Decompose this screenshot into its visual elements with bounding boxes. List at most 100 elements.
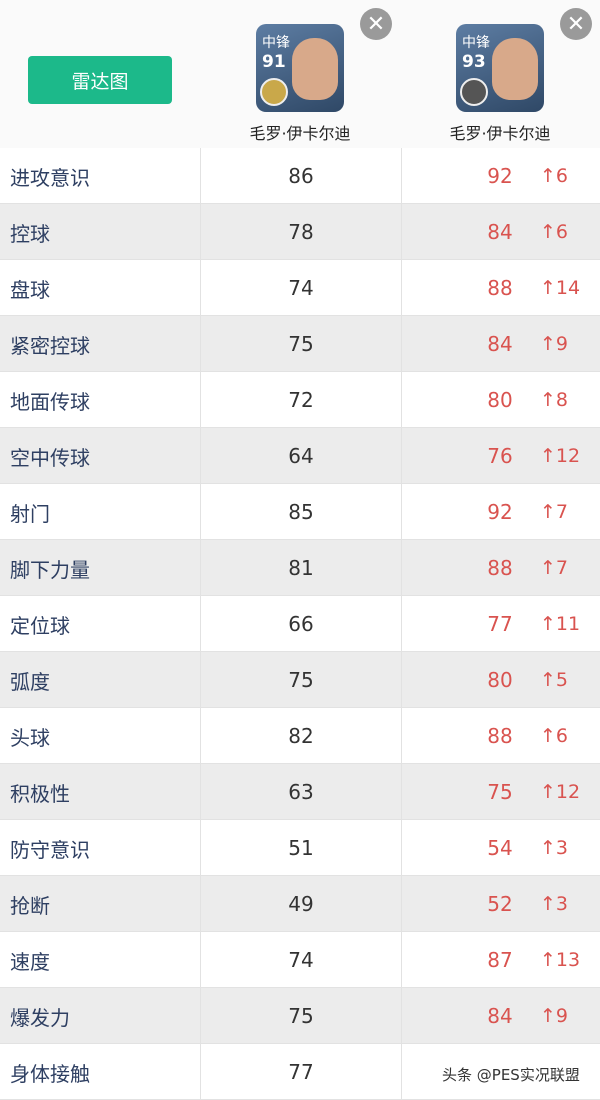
stat-label: 速度 — [10, 949, 50, 974]
stat-value-new: 88 — [487, 276, 513, 300]
player-name: 毛罗·伊卡尔迪 — [449, 124, 551, 143]
stat-value: 78 — [200, 204, 402, 260]
table-row: 积极性 63 75 ↑12 — [0, 764, 600, 820]
position: 中锋 — [262, 35, 290, 51]
watermark: 头条 @PES实况联盟 — [442, 1064, 580, 1085]
stat-value: 66 — [200, 596, 402, 652]
stat-label: 头球 — [10, 725, 50, 750]
stat-diff: ↑6 — [540, 221, 569, 243]
badge — [260, 78, 288, 106]
stat-value: 77 — [200, 1044, 402, 1100]
stat-diff: ↑7 — [540, 557, 569, 579]
stat-diff: ↑11 — [540, 613, 581, 635]
stat-value-new: 84 — [487, 220, 513, 244]
table-row: 脚下力量 81 88 ↑7 — [0, 540, 600, 596]
stat-value-new: 52 — [487, 892, 513, 916]
stat-value: 63 — [200, 764, 402, 820]
stat-value: 82 — [200, 708, 402, 764]
stat-diff: ↑5 — [540, 669, 569, 691]
stat-value-new: 92 — [487, 164, 513, 188]
stat-value-new: 80 — [487, 668, 513, 692]
stat-label: 爆发力 — [10, 1005, 70, 1030]
stat-diff: ↑7 — [540, 501, 569, 523]
stat-label: 控球 — [10, 221, 50, 246]
stat-label: 进攻意识 — [10, 165, 90, 190]
stat-value-new: 75 — [487, 780, 513, 804]
rating: 91 — [262, 52, 286, 72]
stat-diff: ↑3 — [540, 837, 569, 859]
stat-value-new: 88 — [487, 724, 513, 748]
stat-diff: ↑9 — [540, 333, 569, 355]
stat-value-new: 88 — [487, 556, 513, 580]
stat-value-new: 77 — [487, 612, 513, 636]
player-face — [492, 38, 538, 100]
stat-diff: ↑3 — [540, 893, 569, 915]
player-card[interactable]: 中锋 91 — [256, 24, 344, 112]
stat-value: 51 — [200, 820, 402, 876]
stat-label: 空中传球 — [10, 445, 90, 470]
stat-value-new: 84 — [487, 332, 513, 356]
stats-table: 进攻意识 86 92 ↑6 控球 78 84 ↑6 盘球 74 88 ↑14 紧密控球 75 84 ↑9 地面传… — [0, 148, 600, 1100]
table-row: 爆发力 75 84 ↑9 — [0, 988, 600, 1044]
stat-value: 86 — [200, 148, 402, 204]
badge — [460, 78, 488, 106]
stat-value-new: 54 — [487, 836, 513, 860]
table-row: 速度 74 87 ↑13 — [0, 932, 600, 988]
stat-value: 64 — [200, 428, 402, 484]
stat-label: 地面传球 — [10, 389, 90, 414]
stat-label: 弧度 — [10, 669, 50, 694]
radar-button[interactable]: 雷达图 — [28, 56, 172, 104]
rating: 93 — [462, 52, 486, 72]
stat-value-new: 76 — [487, 444, 513, 468]
stat-value: 81 — [200, 540, 402, 596]
close-button[interactable]: ✕ — [360, 8, 392, 40]
header: 雷达图 中锋 91 ✕ 毛罗·伊卡尔迪 中锋 93 ✕ 毛罗·伊卡尔迪 — [0, 0, 600, 148]
stat-value: 49 — [200, 876, 402, 932]
table-row: 进攻意识 86 92 ↑6 — [0, 148, 600, 204]
stat-label: 防守意识 — [10, 837, 90, 862]
stat-diff: ↑6 — [540, 165, 569, 187]
stat-value: 75 — [200, 316, 402, 372]
stat-label: 射门 — [10, 501, 50, 526]
stat-label: 脚下力量 — [10, 557, 90, 582]
stat-label: 紧密控球 — [10, 333, 90, 358]
stat-diff: ↑13 — [540, 949, 581, 971]
table-row: 控球 78 84 ↑6 — [0, 204, 600, 260]
table-row: 定位球 66 77 ↑11 — [0, 596, 600, 652]
stat-value-new: 87 — [487, 948, 513, 972]
player-face — [292, 38, 338, 100]
position: 中锋 — [462, 35, 490, 51]
stat-value-new: 80 — [487, 388, 513, 412]
stat-diff: ↑9 — [540, 1005, 569, 1027]
table-row: 抢断 49 52 ↑3 — [0, 876, 600, 932]
player-card[interactable]: 中锋 93 — [456, 24, 544, 112]
stat-label: 身体接触 — [10, 1061, 90, 1086]
stat-value: 75 — [200, 652, 402, 708]
stat-value-new: 84 — [487, 1004, 513, 1028]
stat-value: 72 — [200, 372, 402, 428]
table-row: 空中传球 64 76 ↑12 — [0, 428, 600, 484]
stat-diff: ↑12 — [540, 445, 581, 467]
stat-value: 85 — [200, 484, 402, 540]
table-row: 头球 82 88 ↑6 — [0, 708, 600, 764]
stat-label: 抢断 — [10, 893, 50, 918]
stat-label: 盘球 — [10, 277, 50, 302]
stat-value: 75 — [200, 988, 402, 1044]
stat-value: 74 — [200, 260, 402, 316]
stat-diff: ↑8 — [540, 389, 569, 411]
table-row: 弧度 75 80 ↑5 — [0, 652, 600, 708]
stat-label: 积极性 — [10, 781, 70, 806]
table-row: 盘球 74 88 ↑14 — [0, 260, 600, 316]
stat-diff: ↑14 — [540, 277, 581, 299]
stat-label: 定位球 — [10, 613, 70, 638]
stat-value: 74 — [200, 932, 402, 988]
player-name: 毛罗·伊卡尔迪 — [249, 124, 351, 143]
stat-diff: ↑6 — [540, 725, 569, 747]
table-row: 射门 85 92 ↑7 — [0, 484, 600, 540]
table-row: 地面传球 72 80 ↑8 — [0, 372, 600, 428]
close-button[interactable]: ✕ — [560, 8, 592, 40]
table-row: 紧密控球 75 84 ↑9 — [0, 316, 600, 372]
table-row: 防守意识 51 54 ↑3 — [0, 820, 600, 876]
stat-diff: ↑12 — [540, 781, 581, 803]
